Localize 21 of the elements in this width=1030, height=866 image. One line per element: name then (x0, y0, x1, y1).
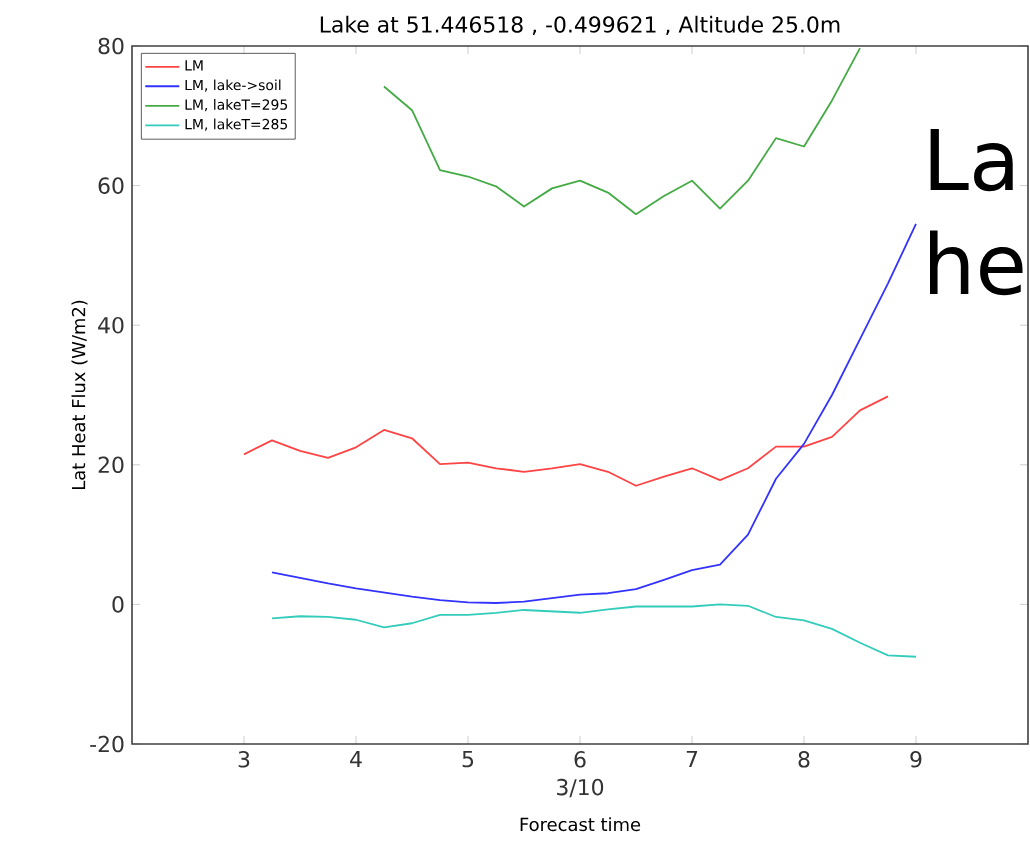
x-tick-label: 6 (574, 751, 586, 768)
y-tick-label: 20 (98, 456, 124, 474)
x-tick-label: 9 (910, 751, 922, 768)
line-series (383, 47, 861, 216)
x-tick-label: 3 (238, 751, 250, 768)
x-tick-label: 7 (686, 751, 698, 768)
text: 3/10 (557, 778, 604, 798)
y-tick-label: 40 (98, 316, 124, 334)
y-tick-label: 60 (98, 177, 124, 194)
x-tick-label: 5 (462, 751, 474, 768)
chart-title: Lake at 51.446518 , -0.499621 , Altitude 25.0m (320, 15, 840, 35)
y-axis-title: Lat Heat Flux (W/m2) (71, 300, 88, 490)
x-axis-title: Forecast time (520, 817, 641, 832)
annotation: he (930, 230, 1023, 296)
line-series (243, 395, 889, 487)
x-tick-label: 8 (798, 751, 810, 768)
y-tick-label: 80 (98, 37, 124, 55)
y-tick-label: 0 (112, 596, 124, 613)
annotation: La (930, 128, 1013, 192)
x-tick-label: 4 (350, 751, 362, 768)
y-tick-label: -20 (90, 735, 124, 753)
